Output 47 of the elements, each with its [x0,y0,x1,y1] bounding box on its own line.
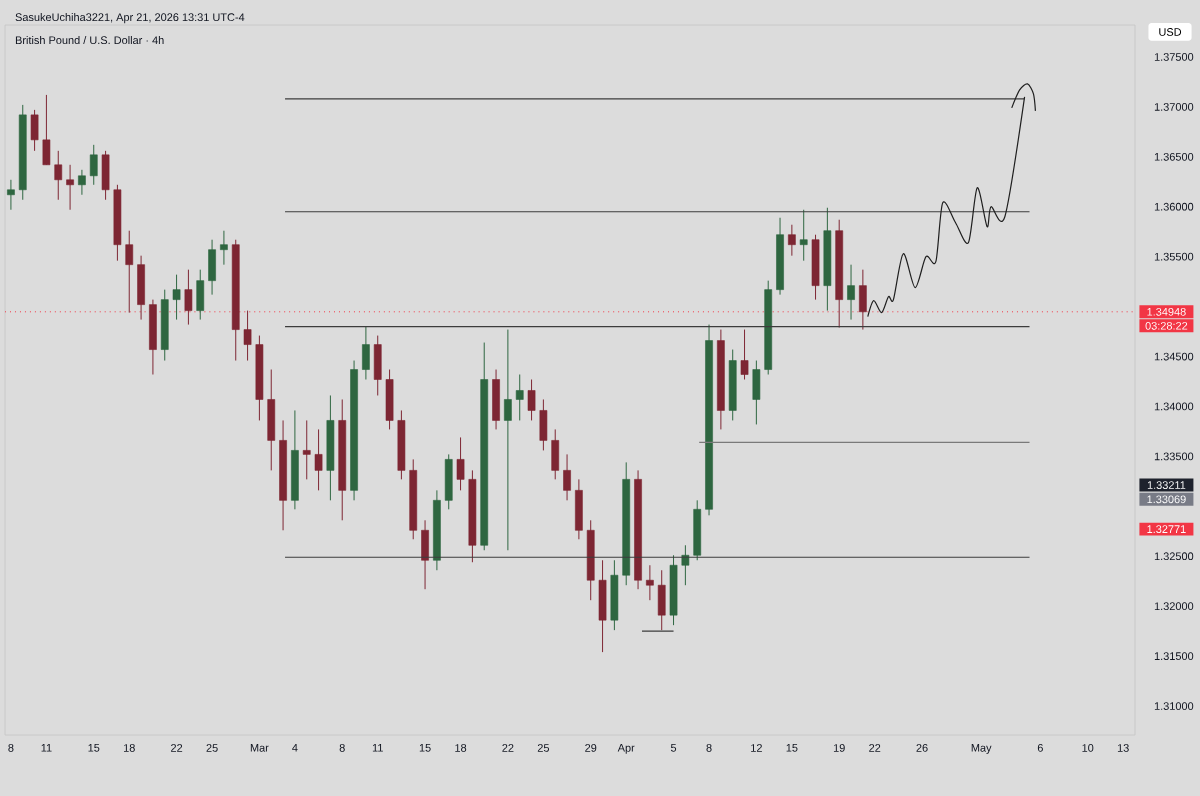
y-tick-label: 1.33500 [1154,452,1194,461]
x-tick-label: 15 [786,744,798,752]
x-tick-label: 22 [869,744,881,752]
x-tick-label: 4 [292,744,298,752]
x-tick-label: 11 [372,744,383,752]
y-tick-label: 1.36000 [1154,202,1194,211]
x-tick-label: 13 [1117,744,1129,752]
y-tick-label: 1.31500 [1154,652,1194,660]
ref-line-label: 1.34948 [1147,307,1186,316]
x-tick-label: 15 [419,744,431,752]
text: USD [1159,28,1182,36]
x-tick-label: 5 [670,744,677,752]
x-tick-label: 10 [1082,744,1094,752]
x-tick-label: 18 [455,744,467,752]
text: British Pound / U.S. Dollar · 4h [15,36,164,45]
text: 1.33211 [1147,481,1186,489]
y-tick-label: 1.35500 [1154,252,1194,261]
x-tick-label: 12 [751,744,762,752]
y-tick-label: 1.32500 [1154,552,1194,561]
x-tick-label: 22 [502,744,514,752]
chart-title: SasukeUchiha3221, Apr 21, 2026 13:31 UTC-4 [15,13,245,24]
y-tick-label: 1.37000 [1154,103,1194,111]
x-tick-label: 18 [123,744,135,752]
text: 1.32771 [1147,525,1186,533]
y-tick-label: 1.37500 [1154,53,1194,61]
x-tick-label: 8 [706,744,712,752]
y-tick-label: 1.34000 [1154,402,1194,411]
x-tick-label: May [971,744,992,754]
x-tick-label: 25 [537,744,550,752]
x-tick-label: 8 [339,744,345,752]
x-tick-label: 6 [1037,744,1043,752]
y-tick-label: 1.36500 [1154,152,1194,161]
x-tick-label: 11 [41,744,52,752]
x-tick-label: 15 [88,744,100,752]
x-tick-label: 22 [171,744,183,752]
y-tick-label: 1.32000 [1154,602,1194,611]
text: 1.33069 [1147,495,1186,504]
x-tick-label: 25 [206,744,218,752]
x-tick-label: 29 [585,744,597,752]
x-tick-label: Apr [617,744,635,754]
text: 03:28:22 [1145,321,1188,330]
y-tick-label: 1.34500 [1154,352,1194,361]
x-tick-label: 19 [833,744,845,752]
y-tick-label: 1.31000 [1154,702,1194,710]
x-tick-label: 8 [8,744,14,752]
x-tick-label: Mar [250,744,269,752]
x-tick-label: 26 [916,744,928,752]
